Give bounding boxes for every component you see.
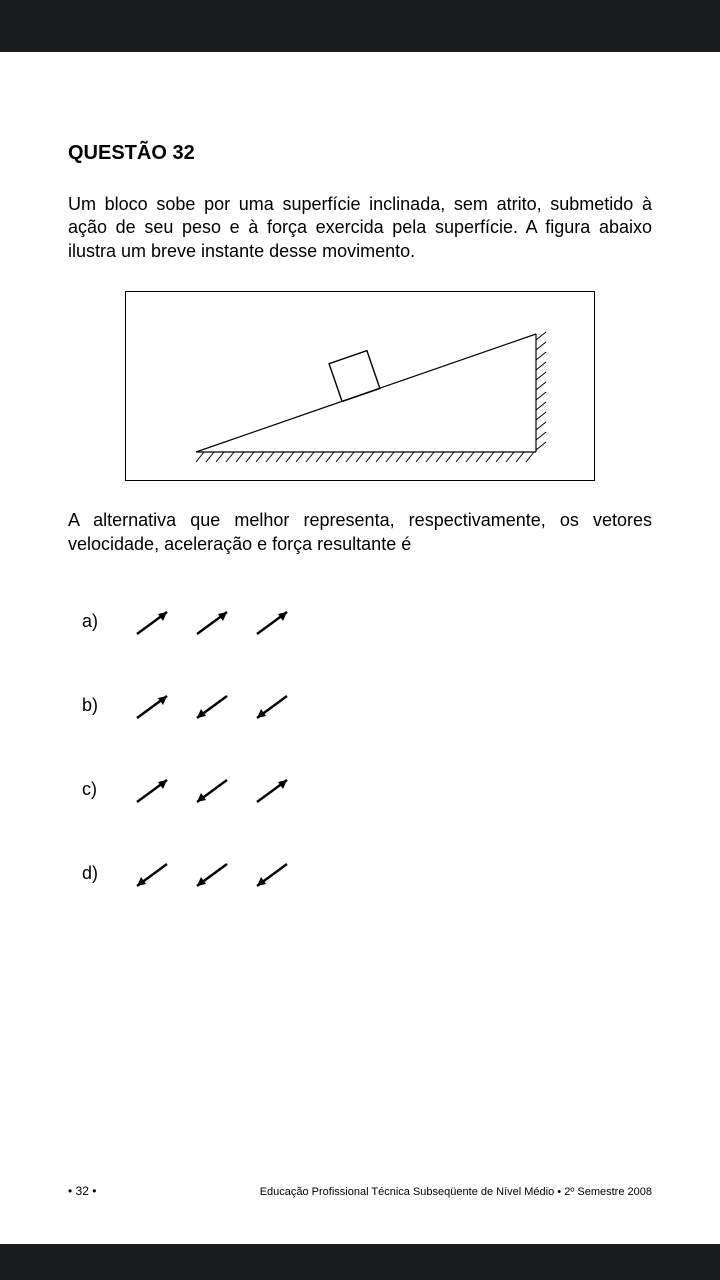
page-number: • 32 • xyxy=(68,1184,96,1198)
arrow-up-right-icon xyxy=(247,602,297,642)
inclined-plane-figure xyxy=(125,291,595,481)
option-a: a) xyxy=(82,602,652,642)
option-d: d) xyxy=(82,854,652,894)
arrow-acceleration xyxy=(182,686,242,726)
arrow-up-right-icon xyxy=(127,602,177,642)
figure-container xyxy=(68,291,652,481)
option-label: c) xyxy=(82,779,122,800)
arrow-velocity xyxy=(122,770,182,810)
arrow-down-left-icon xyxy=(127,854,177,894)
top-bar xyxy=(0,0,720,52)
arrow-down-left-icon xyxy=(187,686,237,726)
arrow-acceleration xyxy=(182,854,242,894)
arrow-down-left-icon xyxy=(187,770,237,810)
arrow-force xyxy=(242,602,302,642)
arrow-velocity xyxy=(122,854,182,894)
footer-source: Educação Profissional Técnica Subseqüent… xyxy=(260,1186,652,1198)
arrow-up-right-icon xyxy=(127,686,177,726)
arrow-force xyxy=(242,770,302,810)
arrow-velocity xyxy=(122,602,182,642)
arrow-velocity xyxy=(122,686,182,726)
question-paragraph-2: A alternativa que melhor representa, res… xyxy=(68,509,652,556)
page-content: QUESTÃO 32 Um bloco sobe por uma superfí… xyxy=(0,52,720,894)
arrow-force xyxy=(242,854,302,894)
options-list: a) b) c) xyxy=(68,602,652,894)
arrow-up-right-icon xyxy=(187,602,237,642)
bottom-bar xyxy=(0,1244,720,1280)
arrow-force xyxy=(242,686,302,726)
option-label: a) xyxy=(82,611,122,632)
question-title: QUESTÃO 32 xyxy=(68,142,652,165)
arrow-acceleration xyxy=(182,770,242,810)
arrow-up-right-icon xyxy=(247,770,297,810)
option-b: b) xyxy=(82,686,652,726)
arrow-down-left-icon xyxy=(187,854,237,894)
arrow-up-right-icon xyxy=(127,770,177,810)
option-label: d) xyxy=(82,863,122,884)
option-c: c) xyxy=(82,770,652,810)
arrow-down-left-icon xyxy=(247,854,297,894)
page-footer: • 32 • Educação Profissional Técnica Sub… xyxy=(0,1184,720,1198)
option-label: b) xyxy=(82,695,122,716)
arrow-acceleration xyxy=(182,602,242,642)
arrow-down-left-icon xyxy=(247,686,297,726)
inclined-plane-svg xyxy=(126,292,596,482)
question-paragraph-1: Um bloco sobe por uma superfície inclina… xyxy=(68,193,652,263)
